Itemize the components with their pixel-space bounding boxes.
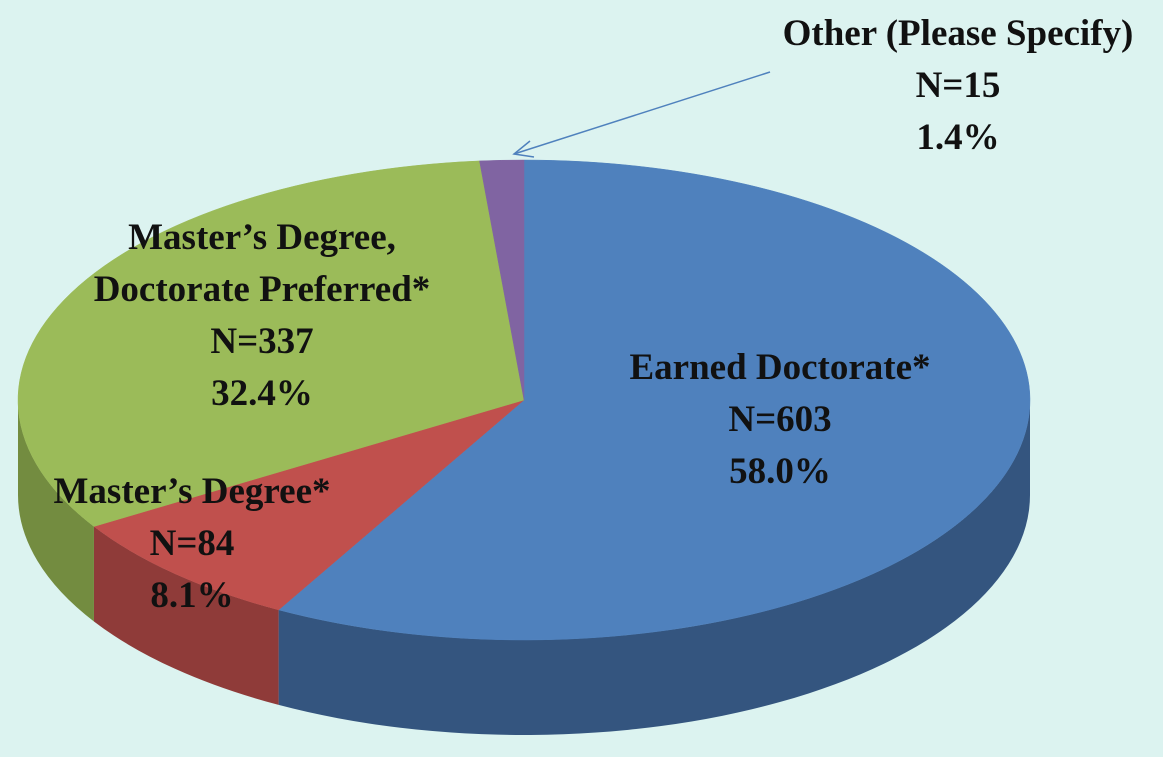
slice-label: Master’s Degree, Doctorate Preferred* N=… — [52, 212, 472, 420]
category-label: Master’s Degree, Doctorate Preferred* — [93, 217, 431, 310]
value-label: 1.4% — [916, 117, 1000, 158]
slice — [479, 159, 525, 401]
category-label: Master’s Degree* — [53, 471, 331, 512]
slice-label: Earned Doctorate* N=603 58.0% — [629, 342, 930, 498]
callout-arrow — [513, 71, 771, 155]
slice-side — [18, 400, 94, 622]
slice-side — [278, 400, 1030, 735]
value-label: 8.1% — [150, 575, 234, 616]
count-label: N=84 — [149, 523, 235, 564]
value-label: 58.0% — [729, 451, 831, 492]
count-label: N=15 — [915, 65, 1001, 106]
slice — [278, 159, 1031, 641]
pie-sides — [18, 400, 1030, 735]
count-label: N=603 — [728, 399, 832, 440]
value-label: 32.4% — [211, 373, 313, 414]
slice-label: Other (Please Specify) N=15 1.4% — [783, 8, 1134, 164]
pie-tops — [17, 159, 1031, 641]
slice-label: Master’s Degree* N=84 8.1% — [54, 466, 331, 622]
slice — [17, 160, 525, 527]
category-label: Other (Please Specify) — [782, 13, 1134, 54]
count-label: N=337 — [210, 321, 314, 362]
slice-side — [93, 526, 279, 705]
callout-arrowhead — [512, 140, 535, 158]
category-label: Earned Doctorate* — [629, 347, 931, 388]
slice — [93, 399, 525, 611]
